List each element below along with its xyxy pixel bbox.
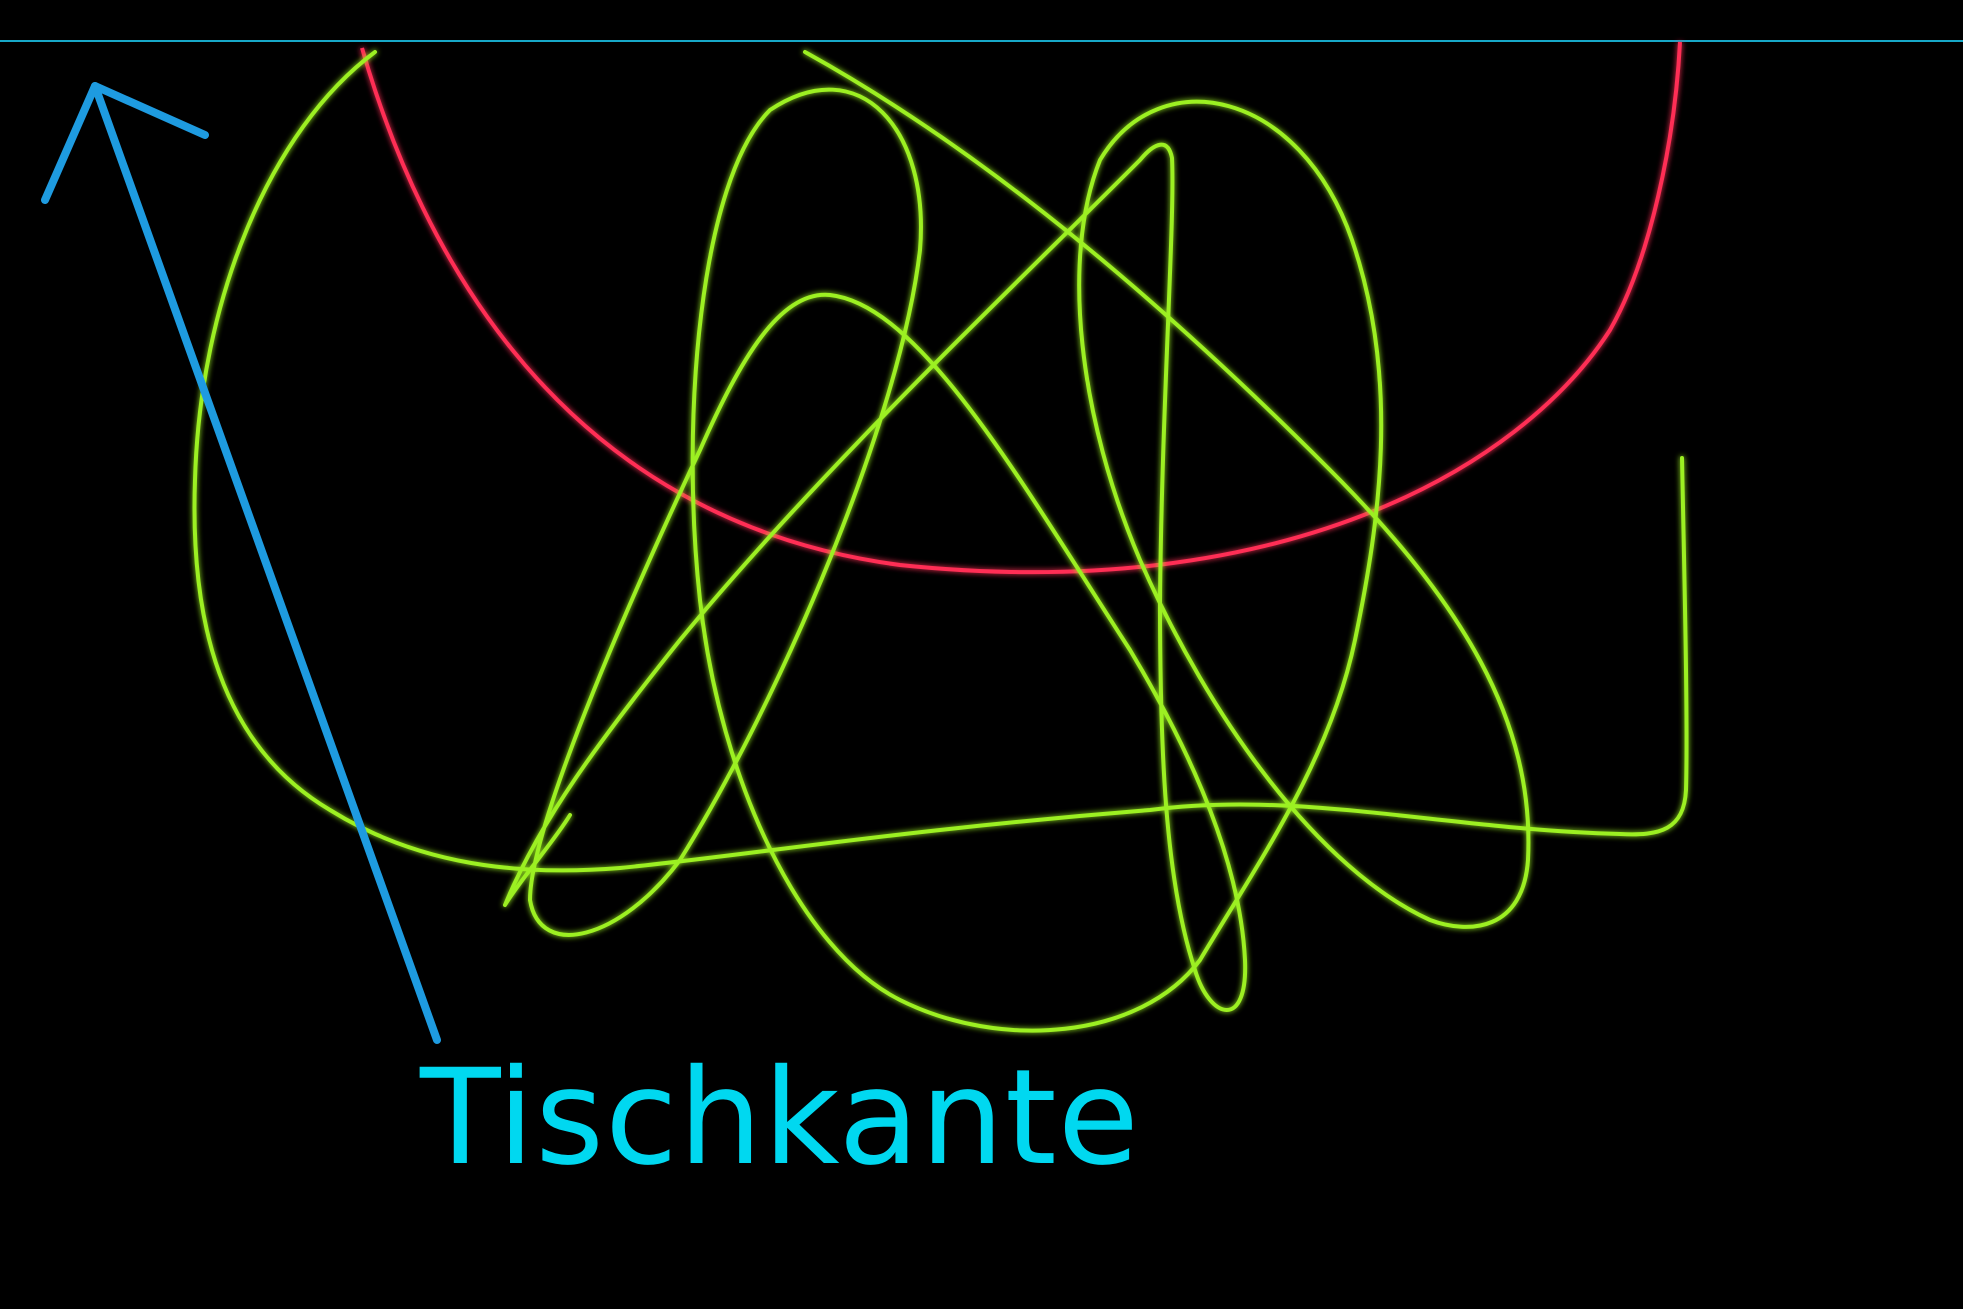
annotation-label: Tischkante	[420, 1041, 1140, 1195]
green-light-trace	[192, 50, 1689, 1033]
annotation-arrow	[41, 82, 441, 1044]
red-light-trace	[360, 41, 1682, 575]
arrow-head-icon	[41, 82, 209, 204]
arrow-shaft	[91, 82, 441, 1044]
